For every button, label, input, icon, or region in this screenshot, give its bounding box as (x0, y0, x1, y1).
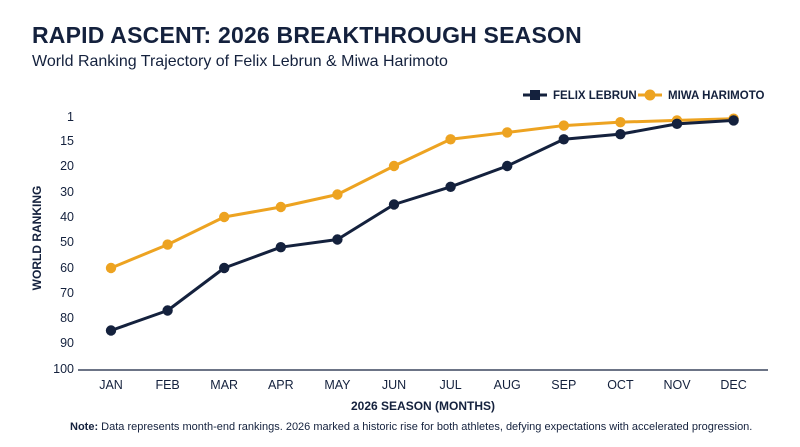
y-tick-label: 1 (67, 110, 74, 124)
legend-label-lebrun: FELIX LEBRUN (553, 90, 637, 102)
x-tick-label: NOV (663, 378, 691, 392)
chart-lines (109, 117, 736, 332)
x-tick-label: MAY (324, 378, 351, 392)
chart-subtitle: World Ranking Trajectory of Felix Lebrun… (32, 53, 448, 70)
x-tick-label: OCT (607, 378, 634, 392)
x-tick-label: JUN (382, 378, 406, 392)
data-point-lebrun (728, 115, 739, 126)
chart-legend: FELIX LEBRUN MIWA HARIMOTO (523, 89, 765, 102)
data-point-harimoto (219, 211, 230, 223)
y-tick-label: 50 (60, 235, 74, 249)
y-tick-label: 100 (53, 362, 74, 376)
y-tick-label: 30 (60, 185, 74, 199)
data-point-harimoto (275, 201, 286, 213)
x-tick-label: DEC (720, 378, 746, 392)
y-tick-label: 60 (60, 261, 74, 275)
chart-title: RAPID ASCENT: 2026 BREAKTHROUGH SEASON (32, 22, 582, 48)
x-tick-label: JAN (99, 378, 123, 392)
footnote: Note: Data represents month-end rankings… (70, 421, 752, 433)
chart-axes: 1 15 20 30 40 50 60 70 80 90 100 JAN FEB MAR APR MAY JUN… (30, 110, 768, 413)
x-tick-label: FEB (155, 378, 179, 392)
data-point-harimoto (558, 120, 569, 131)
data-point-lebrun (275, 242, 286, 253)
x-tick-label: APR (268, 378, 294, 392)
legend-label-harimoto: MIWA HARIMOTO (668, 90, 765, 102)
data-point-harimoto (502, 127, 513, 138)
chart-points (105, 113, 739, 336)
x-axis-title: 2026 SEASON (MONTHS) (351, 399, 495, 413)
series-line-harimoto (109, 117, 736, 270)
y-tick-label: 40 (60, 210, 74, 224)
data-point-lebrun (219, 262, 230, 274)
data-point-harimoto (615, 116, 626, 128)
footnote-prefix: Note: (70, 421, 99, 433)
y-axis-title: WORLD RANKING (30, 186, 44, 291)
y-tick-label: 70 (60, 286, 74, 300)
y-tick-label: 90 (60, 336, 74, 350)
x-tick-label: JUL (439, 378, 461, 392)
data-point-harimoto (388, 160, 400, 172)
data-point-lebrun (388, 199, 400, 210)
y-tick-label: 20 (60, 159, 74, 173)
data-point-lebrun (445, 181, 456, 192)
data-point-lebrun (105, 325, 117, 336)
data-point-lebrun (502, 160, 513, 172)
data-point-lebrun (162, 305, 173, 316)
x-tick-label: AUG (494, 378, 521, 392)
x-tick-label: MAR (210, 378, 238, 392)
data-point-harimoto (445, 134, 456, 145)
legend-marker-lebrun (530, 90, 540, 100)
data-point-lebrun (558, 134, 569, 145)
data-point-lebrun (671, 118, 683, 130)
x-tick-label: SEP (551, 378, 576, 392)
data-point-harimoto (162, 239, 173, 250)
y-tick-label: 15 (60, 134, 74, 148)
data-point-lebrun (615, 128, 626, 140)
legend-marker-harimoto (644, 89, 656, 101)
series-line-lebrun (109, 118, 736, 332)
footnote-text: Data represents month-end rankings. 2026… (101, 421, 753, 433)
y-tick-label: 80 (60, 311, 74, 325)
data-point-harimoto (332, 189, 343, 200)
data-point-harimoto (105, 262, 117, 274)
data-point-lebrun (332, 234, 343, 245)
